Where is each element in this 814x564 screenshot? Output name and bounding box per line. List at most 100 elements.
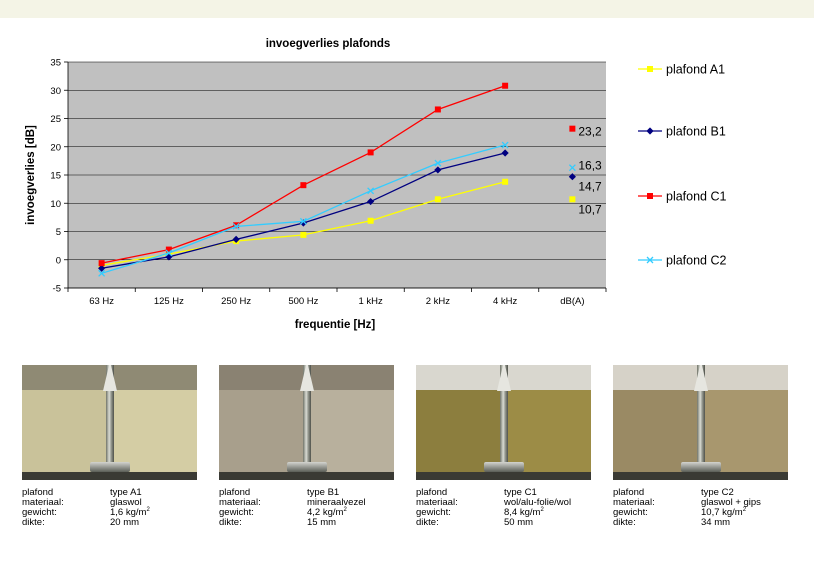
x-tick-label: 125 Hz [154, 296, 184, 307]
series-group: 10,7 14,7 23,2 16,3 [98, 82, 602, 277]
spec-c1-type: type C1 [504, 487, 537, 498]
y-tick-label: -5 [53, 284, 61, 295]
data-point [165, 249, 173, 257]
data-point [367, 187, 375, 195]
spec-c2-label-plafond: plafond [613, 487, 645, 498]
spec-a1: plafond type A1 materiaal: glaswol gewic… [22, 488, 197, 528]
data-point [299, 217, 307, 225]
legend-label: plafond C2 [666, 254, 727, 268]
data-point [367, 217, 374, 224]
photo-card-c1: plafond type C1 materiaal: wol/alu-folie… [416, 365, 591, 528]
spec-a1-dikte: 20 mm [110, 517, 140, 528]
top-band [0, 0, 814, 18]
dba-label: 10,7 [578, 202, 602, 216]
dba-point [568, 173, 576, 181]
spec-c2-label-gewicht: gewicht: [613, 507, 648, 518]
legend: plafond A1 plafond B1 plafond C1 plafond C2 [638, 63, 727, 268]
y-tick-label: 20 [50, 142, 61, 153]
spec-a1-label-gewicht: gewicht: [22, 507, 57, 518]
spec-b1-dikte: 15 mm [307, 517, 337, 528]
spec-b1-label-plafond: plafond [219, 487, 251, 498]
spec-b1-label-gewicht: gewicht: [219, 507, 254, 518]
legend-marker [646, 256, 654, 264]
spec-c1-label-gewicht: gewicht: [416, 507, 451, 518]
data-point [300, 231, 307, 238]
y-tick-label: 35 [50, 58, 61, 69]
spec-c2-label-dikte: dikte: [613, 517, 636, 528]
data-point [367, 149, 374, 156]
spec-c1-gewicht: 8,4 kg/m2 [504, 506, 544, 518]
x-tick-label: 2 kHz [426, 296, 451, 307]
spec-b1-materiaal: mineraalvezel [307, 497, 366, 508]
spec-b1-label-materiaal: materiaal: [219, 497, 261, 508]
spec-a1-label-plafond: plafond [22, 487, 54, 498]
data-point [165, 246, 172, 253]
x-axis-label: frequentie [Hz] [295, 319, 376, 331]
spec-c1-label-dikte: dikte: [416, 517, 439, 528]
spec-c1-label-materiaal: materiaal: [416, 497, 458, 508]
data-point [98, 264, 106, 272]
x-tick-label: 1 kHz [358, 296, 383, 307]
x-tick-label: 250 Hz [221, 296, 251, 307]
x-tick-label: 4 kHz [493, 296, 518, 307]
dba-point [568, 164, 576, 172]
spec-a1-label-materiaal: materiaal: [22, 497, 64, 508]
legend-item: plafond C2 [638, 254, 727, 268]
spec-b1-label-dikte: dikte: [219, 517, 242, 528]
series-plafond-C1: 23,2 [98, 82, 602, 267]
ceiling-photo-a1 [22, 365, 197, 480]
chart-title: invoegverlies plafonds [266, 38, 391, 50]
spec-c1-label-plafond: plafond [416, 487, 448, 498]
data-point [434, 166, 442, 174]
line-chart: -5 0 5 10 15 20 25 30 35 63 Hz 125 Hz 250 Hz 500 Hz… [25, 38, 727, 331]
dba-point [569, 125, 576, 132]
legend-marker [646, 127, 654, 135]
data-point [501, 149, 509, 157]
ceiling-photo-c1 [416, 365, 591, 480]
spec-c1-materiaal: wol/alu-folie/wol [504, 497, 572, 508]
ceiling-photo-b1 [219, 365, 394, 480]
spec-b1-gewicht: 4,2 kg/m2 [307, 506, 347, 518]
y-tick-label: 10 [50, 199, 61, 210]
spec-a1-gewicht: 1,6 kg/m2 [110, 506, 150, 518]
spec-c2-label-materiaal: materiaal: [613, 497, 655, 508]
data-point [98, 269, 106, 277]
spec-a1-label-dikte: dikte: [22, 517, 45, 528]
legend-marker [647, 193, 653, 199]
legend-item: plafond C1 [638, 190, 727, 204]
spec-c1-dikte: 50 mm [504, 517, 534, 528]
y-tick-label: 0 [56, 255, 61, 266]
y-tick-label: 25 [50, 114, 61, 125]
data-point [434, 196, 441, 203]
data-point [434, 159, 442, 167]
photo-card-b1: plafond type B1 materiaal: mineraalvezel… [219, 365, 394, 528]
dba-label: 23,2 [578, 125, 602, 139]
x-axis-ticks: 63 Hz 125 Hz 250 Hz 500 Hz 1 kHz 2 kHz 4 kHz dB… [67, 287, 607, 307]
spec-b1-type: type B1 [307, 487, 340, 498]
spec-a1-materiaal: glaswol [110, 497, 142, 508]
y-axis-label: invoegverlies [dB] [25, 125, 37, 225]
data-point [501, 141, 509, 149]
spec-b1: plafond type B1 materiaal: mineraalvezel… [219, 488, 394, 528]
x-tick-label: 500 Hz [288, 296, 318, 307]
legend-marker [647, 66, 653, 72]
data-point [98, 260, 105, 267]
y-tick-label: 30 [50, 86, 61, 97]
dba-label: 16,3 [578, 159, 602, 173]
photo-card-a1: plafond type A1 materiaal: glaswol gewic… [22, 365, 197, 528]
ceiling-photo-c2 [613, 365, 788, 480]
spec-c2-gewicht: 10,7 kg/m2 [701, 506, 747, 518]
data-point [232, 222, 240, 230]
legend-item: plafond A1 [638, 63, 725, 77]
legend-label: plafond B1 [666, 125, 726, 139]
legend-label: plafond C1 [666, 190, 727, 204]
data-point [232, 235, 240, 244]
data-point [434, 106, 441, 113]
y-tick-label: 15 [50, 171, 61, 182]
dba-label: 14,7 [578, 180, 602, 194]
y-axis-ticks: -5 0 5 10 15 20 25 30 35 [50, 58, 69, 295]
data-point [367, 197, 375, 206]
spec-c2-materiaal: glaswol + gips [701, 497, 761, 508]
spec-c1: plafond type C1 materiaal: wol/alu-folie… [416, 488, 591, 528]
legend-item: plafond B1 [638, 125, 726, 139]
